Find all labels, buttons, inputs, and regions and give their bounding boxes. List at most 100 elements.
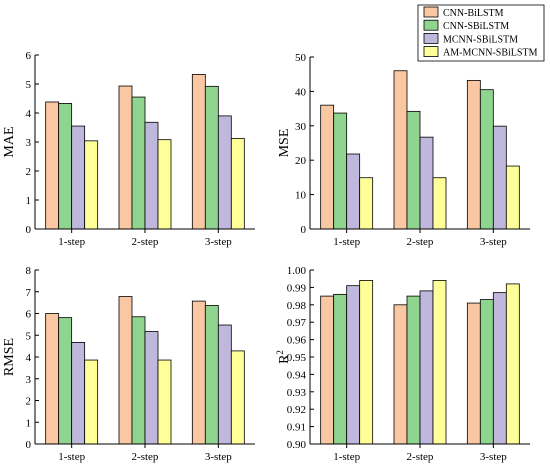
bar-cnn-bilstm-2-step <box>393 70 408 230</box>
legend-swatch-cnn-bilstm <box>423 6 439 18</box>
bar-cnn-bilstm-1-step <box>320 104 335 230</box>
y-tick-label: 1 <box>26 195 32 207</box>
bar-am-mcnn-sbilstm-1-step <box>84 359 99 445</box>
legend-label-am-mcnn-sbilstm: AM-MCNN-SBiLSTM <box>443 48 538 59</box>
y-tick-label: 0.94 <box>287 369 307 381</box>
bar-mcnn-sbilstm-1-step <box>346 153 361 230</box>
bar-mcnn-sbilstm-3-step <box>217 115 232 230</box>
x-tick-label: 3-step <box>480 451 507 463</box>
bar-cnn-bilstm-2-step <box>118 296 133 445</box>
y-axis-title: MAE <box>2 126 17 157</box>
bar-cnn-bilstm-3-step <box>191 74 206 230</box>
bar-am-mcnn-sbilstm-2-step <box>157 359 172 445</box>
bar-cnn-bilstm-1-step <box>320 295 335 445</box>
y-axis-title: MSE <box>277 129 292 158</box>
legend-label-cnn-sbilstm: CNN-SBiLSTM <box>443 21 509 32</box>
y-tick-label: 40 <box>295 86 307 98</box>
bar-mcnn-sbilstm-2-step <box>144 121 159 230</box>
bar-am-mcnn-sbilstm-2-step <box>432 280 447 445</box>
y-tick-label: 0.96 <box>287 335 307 347</box>
y-axis-title: RMSE <box>2 338 17 376</box>
y-tick-label: 0.97 <box>287 317 307 329</box>
bar-cnn-bilstm-2-step <box>393 304 408 445</box>
y-tick-label: 5 <box>26 79 32 91</box>
x-tick-label: 2-step <box>132 236 159 248</box>
bar-am-mcnn-sbilstm-3-step <box>505 283 520 445</box>
bar-mcnn-sbilstm-3-step <box>492 292 507 445</box>
y-tick-label: 0 <box>26 224 32 236</box>
y-tick-label: 10 <box>295 190 307 202</box>
bar-cnn-bilstm-2-step <box>118 85 133 230</box>
bar-am-mcnn-sbilstm-1-step <box>359 177 374 230</box>
bar-cnn-sbilstm-3-step <box>479 299 494 445</box>
bar-cnn-sbilstm-1-step <box>333 112 348 230</box>
y-tick-label: 1.00 <box>287 265 307 277</box>
bar-mcnn-sbilstm-2-step <box>419 136 434 230</box>
y-tick-label: 20 <box>295 155 307 167</box>
x-tick-label: 1-step <box>333 236 360 248</box>
bar-mcnn-sbilstm-3-step <box>217 324 232 445</box>
y-tick-label: 8 <box>26 265 32 277</box>
bar-am-mcnn-sbilstm-3-step <box>230 138 245 230</box>
y-tick-label: 0 <box>301 224 307 236</box>
bar-am-mcnn-sbilstm-3-step <box>505 165 520 230</box>
y-tick-label: 3 <box>26 137 32 149</box>
chart-panel-4: 0.90 0.91 0.92 0.93 0.94 0.95 0.96 0.97 0.98 0.99… <box>275 265 530 463</box>
y-tick-label: 6 <box>26 309 32 321</box>
y-tick-label: 2 <box>26 166 32 178</box>
y-tick-label: 5 <box>26 330 32 342</box>
y-tick-label: 3 <box>26 374 32 386</box>
y-tick-label: 30 <box>295 121 307 133</box>
bar-mcnn-sbilstm-1-step <box>71 125 86 230</box>
y-tick-label: 2 <box>26 396 32 408</box>
x-tick-label: 2-step <box>132 451 159 463</box>
y-tick-label: 0.98 <box>287 300 307 312</box>
bar-mcnn-sbilstm-3-step <box>492 125 507 230</box>
bar-cnn-bilstm-1-step <box>45 313 60 445</box>
bar-cnn-sbilstm-2-step <box>406 295 421 445</box>
bar-cnn-sbilstm-3-step <box>204 85 219 230</box>
bar-mcnn-sbilstm-1-step <box>71 342 86 445</box>
bar-mcnn-sbilstm-2-step <box>144 331 159 445</box>
bar-cnn-sbilstm-2-step <box>131 96 146 230</box>
legend-label-cnn-bilstm: CNN-BiLSTM <box>443 8 504 19</box>
bar-cnn-bilstm-3-step <box>466 79 481 230</box>
chart-panel-2: 0 10 20 30 40 50 1-step 2-step 3-step MSE <box>277 52 530 248</box>
y-tick-label: 0.99 <box>287 282 307 294</box>
y-tick-label: 50 <box>295 52 307 64</box>
legend-swatch-am-mcnn-sbilstm <box>423 46 439 57</box>
bar-am-mcnn-sbilstm-2-step <box>157 139 172 230</box>
bar-cnn-sbilstm-2-step <box>131 316 146 445</box>
y-tick-label: 0.91 <box>287 422 306 434</box>
bar-cnn-sbilstm-3-step <box>204 305 219 445</box>
y-tick-label: 0.90 <box>287 439 307 451</box>
x-tick-label: 3-step <box>480 236 507 248</box>
x-tick-label: 3-step <box>205 236 232 248</box>
y-tick-label: 6 <box>26 50 32 62</box>
y-tick-label: 7 <box>26 287 32 299</box>
legend-swatch-cnn-sbilstm <box>423 19 439 31</box>
bar-am-mcnn-sbilstm-1-step <box>359 280 374 445</box>
x-tick-label: 1-step <box>58 236 85 248</box>
bar-cnn-sbilstm-1-step <box>58 103 73 230</box>
x-tick-label: 1-step <box>58 451 85 463</box>
y-tick-label: 0.92 <box>287 404 306 416</box>
bar-cnn-sbilstm-1-step <box>333 293 348 445</box>
bar-am-mcnn-sbilstm-1-step <box>84 140 99 230</box>
bar-mcnn-sbilstm-1-step <box>346 285 361 445</box>
legend-label-mcnn-sbilstm: MCNN-SBiLSTM <box>443 34 518 45</box>
bar-cnn-sbilstm-1-step <box>58 317 73 445</box>
x-tick-label: 2-step <box>407 451 434 463</box>
legend-swatch-mcnn-sbilstm <box>423 33 439 44</box>
x-tick-label: 3-step <box>205 451 232 463</box>
x-tick-label: 2-step <box>407 236 434 248</box>
bar-am-mcnn-sbilstm-3-step <box>230 350 245 445</box>
chart-panel-1: 0 1 2 3 4 5 6 1-step 2-step 3-step MAE <box>2 50 255 248</box>
bar-mcnn-sbilstm-2-step <box>419 290 434 445</box>
x-tick-label: 1-step <box>333 451 360 463</box>
y-tick-label: 1 <box>26 417 32 429</box>
y-tick-label: 0.95 <box>287 352 307 364</box>
y-axis-title-superscript: 2 <box>275 350 285 355</box>
bar-cnn-bilstm-3-step <box>191 300 206 445</box>
